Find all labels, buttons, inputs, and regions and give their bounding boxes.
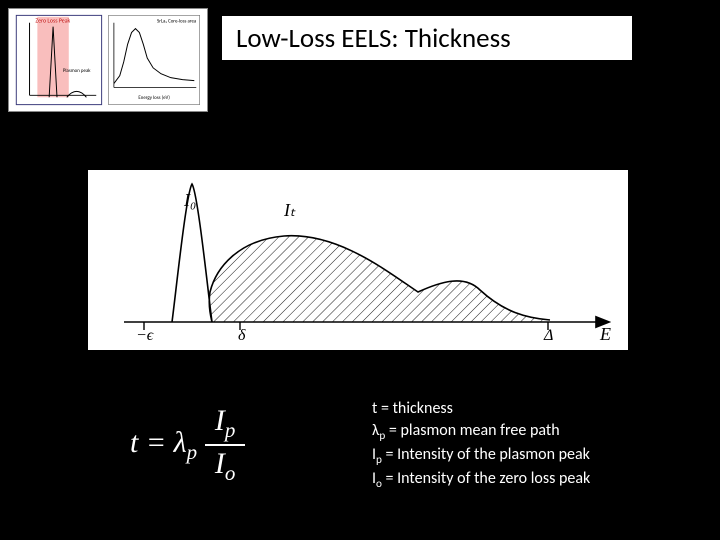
formula-bar xyxy=(205,444,245,446)
legend-line-ip: Ip = Intensity of the plasmon peak xyxy=(372,444,590,468)
legend-line-lam: λp = plasmon mean free path xyxy=(372,420,590,444)
spectrum-panel: I₀ Iₜ −ϵ δ Δ E xyxy=(88,170,628,350)
spectrum-label-Delta: Δ xyxy=(543,327,553,344)
spectrum-label-E: E xyxy=(599,324,611,344)
thickness-formula: t = λpIpIo xyxy=(130,406,245,484)
legend-line-t: t = thickness xyxy=(372,398,590,420)
svg-text:Energy loss (eV): Energy loss (eV) xyxy=(138,94,170,101)
spectrum-label-I0: I₀ xyxy=(183,190,196,210)
spectrum-label-neg_eps: −ϵ xyxy=(136,327,154,344)
svg-text:Zero Loss Peak: Zero Loss Peak xyxy=(35,17,70,25)
spectrum-label-delta: δ xyxy=(238,327,246,344)
spectrum-label-It: Iₜ xyxy=(283,200,296,220)
svg-text:SrLa₂ Core-loss area: SrLa₂ Core-loss area xyxy=(157,19,197,25)
eels-thumbnail: Zero Loss Peak Plasmon peak SrLa₂ Core-los… xyxy=(8,8,208,112)
formula-lambda: λp xyxy=(174,426,198,459)
formula-num: Ip xyxy=(205,406,245,441)
formula-den: Io xyxy=(205,449,245,484)
variable-legend: t = thickness λp = plasmon mean free pat… xyxy=(372,398,590,492)
slide-title-box: Low-Loss EELS: Thickness xyxy=(222,16,632,60)
spectrum-svg: I₀ Iₜ −ϵ δ Δ E xyxy=(88,170,628,350)
formula-eq: = xyxy=(138,426,173,459)
svg-text:Plasmon peak: Plasmon peak xyxy=(63,68,91,74)
eels-thumbnail-svg: Zero Loss Peak Plasmon peak SrLa₂ Core-los… xyxy=(9,9,207,111)
legend-line-io: Io = Intensity of the zero loss peak xyxy=(372,468,590,492)
slide-title-text: Low-Loss EELS: Thickness xyxy=(236,22,511,55)
